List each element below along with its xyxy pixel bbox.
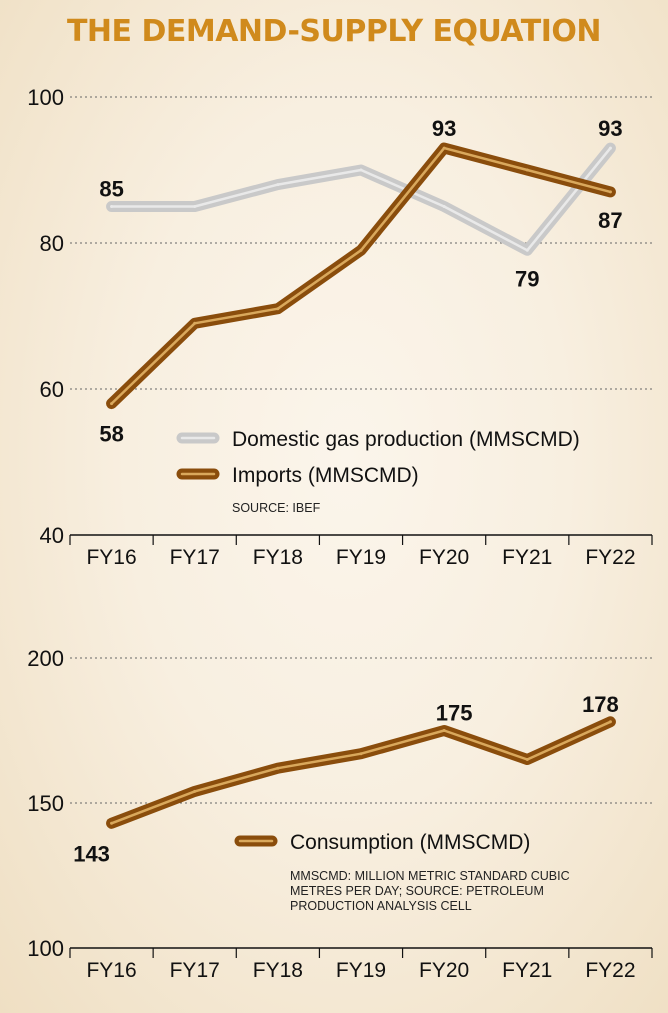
legend-label-imports: Imports (MMSCMD) — [232, 464, 419, 487]
x-tick-label-1-0: FY16 — [86, 959, 136, 982]
legend-label-consumption: Consumption (MMSCMD) — [290, 831, 530, 854]
y-tick-label-0-0: 40 — [40, 523, 64, 548]
data-point-imports-0 — [110, 402, 114, 406]
data-label-consumption-4: 175 — [436, 701, 473, 726]
data-point-imports-2 — [276, 307, 280, 311]
data-label-domestic-0: 85 — [99, 177, 123, 202]
data-point-consumption-6 — [608, 720, 612, 724]
x-tick-label-1-3: FY19 — [336, 959, 386, 982]
data-point-domestic-4 — [442, 205, 446, 208]
x-tick-label-0-3: FY19 — [336, 546, 386, 569]
y-tick-label-0-3: 100 — [27, 85, 64, 110]
chart-title: THE DEMAND-SUPPLY EQUATION — [66, 14, 602, 49]
data-point-domestic-1 — [193, 205, 197, 208]
x-tick-label-0-6: FY22 — [585, 546, 635, 569]
data-label-imports-6: 87 — [598, 208, 622, 233]
series-line-consumption — [106, 716, 616, 829]
footnote-line-0: MMSCMD: MILLION METRIC STANDARD CUBIC — [290, 869, 570, 883]
data-point-imports-3 — [359, 248, 363, 252]
data-label-consumption-0: 143 — [73, 841, 110, 866]
x-tick-label-1-1: FY17 — [170, 959, 220, 982]
footnote-line-1: METRES PER DAY; SOURCE: PETROLEUM — [290, 884, 544, 898]
y-tick-label-0-2: 80 — [40, 231, 64, 256]
data-point-imports-4 — [442, 146, 446, 150]
data-point-consumption-3 — [359, 752, 363, 756]
data-label-imports-4: 93 — [432, 116, 456, 141]
x-tick-label-0-0: FY16 — [86, 546, 136, 569]
data-point-consumption-5 — [525, 758, 529, 761]
series-line-domestic — [106, 142, 616, 256]
data-point-domestic-0 — [110, 205, 114, 208]
x-tick-label-1-2: FY18 — [253, 959, 303, 982]
data-point-domestic-6 — [608, 146, 612, 150]
footnote-line-2: PRODUCTION ANALYSIS CELL — [290, 899, 472, 913]
y-tick-label-1-1: 150 — [27, 791, 64, 816]
x-tick-label-0-2: FY18 — [253, 546, 303, 569]
data-label-consumption-6: 178 — [582, 692, 619, 717]
data-point-domestic-2 — [276, 183, 280, 187]
data-point-domestic-3 — [359, 168, 363, 172]
x-tick-label-1-6: FY22 — [585, 959, 635, 982]
y-tick-label-1-2: 200 — [27, 646, 64, 671]
data-point-consumption-2 — [276, 766, 280, 770]
data-point-domestic-5 — [525, 248, 529, 252]
legend-label-domestic: Domestic gas production (MMSCMD) — [232, 428, 580, 451]
data-label-domestic-5: 79 — [515, 266, 539, 291]
data-label-domestic-6: 93 — [598, 116, 622, 141]
series-line-highlight-consumption — [110, 720, 612, 825]
x-tick-label-0-5: FY21 — [502, 546, 552, 569]
data-point-consumption-4 — [442, 729, 446, 732]
data-point-imports-1 — [193, 321, 197, 325]
x-tick-label-0-4: FY20 — [419, 546, 469, 569]
y-tick-label-1-0: 100 — [27, 936, 64, 961]
data-point-consumption-0 — [110, 821, 114, 825]
x-tick-label-1-5: FY21 — [502, 959, 552, 982]
x-tick-label-1-4: FY20 — [419, 959, 469, 982]
data-point-imports-5 — [525, 168, 529, 172]
source-note-0: SOURCE: IBEF — [232, 501, 321, 515]
y-tick-label-0-1: 60 — [40, 377, 64, 402]
data-point-imports-6 — [608, 190, 612, 194]
x-tick-label-0-1: FY17 — [170, 546, 220, 569]
data-label-imports-0: 58 — [99, 422, 123, 447]
data-point-consumption-1 — [193, 789, 197, 793]
